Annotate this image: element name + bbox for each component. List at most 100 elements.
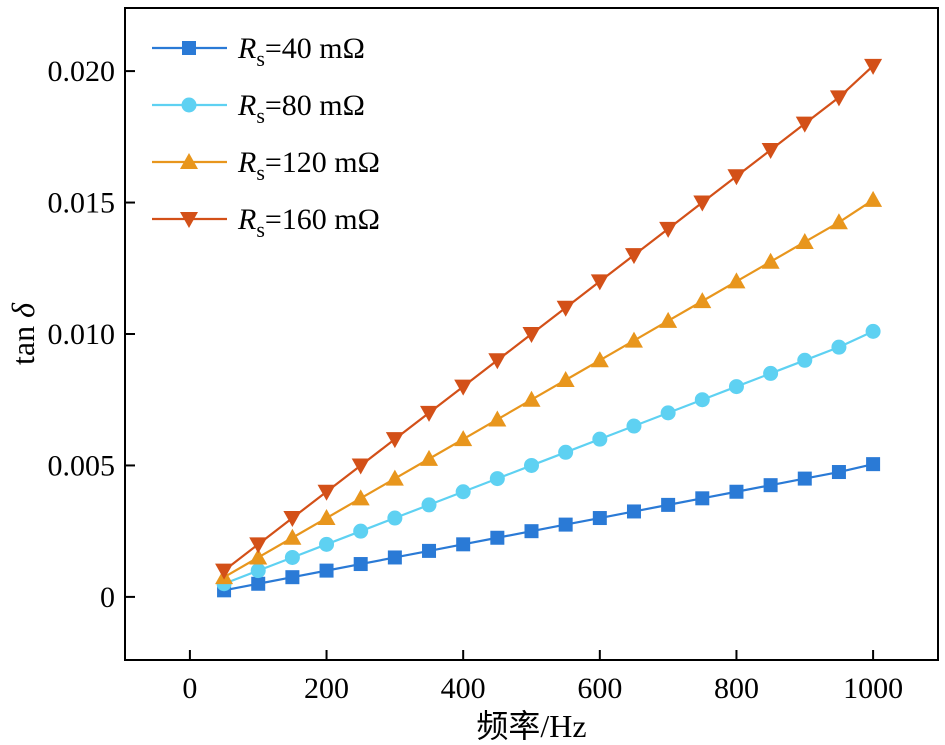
y-axis-label: tan δ xyxy=(5,302,41,365)
data-point xyxy=(831,339,847,355)
y-tick-label: 0.015 xyxy=(48,187,116,220)
data-point xyxy=(385,432,404,449)
data-point xyxy=(422,543,437,558)
y-tick-label: 0 xyxy=(100,581,115,614)
legend-label-value: =80 mΩ xyxy=(265,89,365,122)
legend-label-symbol: R xyxy=(237,146,256,179)
data-point xyxy=(558,517,573,532)
data-point xyxy=(488,353,507,370)
data-point xyxy=(728,379,744,395)
data-point xyxy=(284,549,300,565)
data-point xyxy=(590,351,609,368)
legend-item: Rs=160 mΩ xyxy=(152,203,380,242)
data-point xyxy=(285,570,300,585)
legend-marker xyxy=(180,212,198,228)
x-tick-label: 800 xyxy=(714,672,759,705)
data-point xyxy=(763,365,779,381)
x-tick-label: 0 xyxy=(182,672,197,705)
legend-marker xyxy=(182,41,196,55)
data-point xyxy=(420,405,439,422)
data-point xyxy=(556,371,575,388)
data-point xyxy=(829,213,848,230)
legend-item: Rs=80 mΩ xyxy=(152,89,365,128)
legend-label: Rs=160 mΩ xyxy=(237,203,380,242)
x-tick-label: 600 xyxy=(577,672,622,705)
y-axis-label-prefix: tan xyxy=(5,318,41,365)
data-point xyxy=(660,405,676,421)
axes: 0 200 400 600 800 1000 0 0.005 0.010 0.015 0.020 频率… xyxy=(5,7,939,744)
data-point xyxy=(693,195,712,212)
data-point xyxy=(866,457,881,472)
data-point xyxy=(353,557,368,572)
data-point xyxy=(761,252,780,269)
legend-label-subscript: s xyxy=(256,103,265,128)
data-point xyxy=(590,274,609,291)
data-point xyxy=(283,528,302,545)
data-point xyxy=(695,491,710,506)
data-point xyxy=(421,497,437,513)
series-2 xyxy=(216,323,881,592)
y-axis-label-symbol: δ xyxy=(5,302,41,318)
y-tick-label: 0.010 xyxy=(48,318,116,351)
data-point xyxy=(831,465,846,480)
legend-item: Rs=40 mΩ xyxy=(152,32,365,71)
legend-label-subscript: s xyxy=(256,46,265,71)
x-axis-label: 频率/Hz xyxy=(476,708,586,744)
data-point xyxy=(694,392,710,408)
legend-label-symbol: R xyxy=(237,203,256,236)
data-point xyxy=(456,537,471,552)
x-tick-label: 200 xyxy=(304,672,349,705)
data-point xyxy=(626,504,641,519)
data-point xyxy=(387,550,402,565)
data-point xyxy=(659,311,678,328)
data-point xyxy=(490,530,505,545)
legend-label-subscript: s xyxy=(256,160,265,185)
data-point xyxy=(729,484,744,499)
data-point xyxy=(317,484,336,501)
data-point xyxy=(727,272,746,289)
data-point xyxy=(795,232,814,249)
legend-label-subscript: s xyxy=(256,217,265,242)
legend-label: Rs=40 mΩ xyxy=(237,32,365,71)
data-point xyxy=(865,323,881,339)
data-point xyxy=(385,469,404,486)
data-point xyxy=(624,248,643,265)
data-point xyxy=(659,221,678,238)
x-tick-label: 1000 xyxy=(843,672,903,705)
data-point xyxy=(283,511,302,528)
data-point xyxy=(489,471,505,487)
data-point xyxy=(626,418,642,434)
legend-marker xyxy=(181,97,197,113)
data-point xyxy=(864,58,883,75)
x-tick-label: 400 xyxy=(441,672,486,705)
data-point xyxy=(558,444,574,460)
data-point xyxy=(761,142,780,159)
data-point xyxy=(556,300,575,317)
data-point xyxy=(250,563,266,579)
data-point xyxy=(727,169,746,186)
data-point xyxy=(763,478,778,493)
data-point xyxy=(488,410,507,427)
data-point xyxy=(592,431,608,447)
data-point xyxy=(249,537,268,554)
data-point xyxy=(215,563,234,580)
series-3 xyxy=(215,190,883,585)
legend-item: Rs=120 mΩ xyxy=(152,146,380,185)
series-1 xyxy=(217,457,881,598)
data-point xyxy=(522,327,541,343)
legend-label-value: =160 mΩ xyxy=(265,203,380,236)
data-point xyxy=(353,523,369,539)
data-point xyxy=(351,458,370,475)
data-point xyxy=(351,489,370,506)
data-point xyxy=(454,379,473,396)
legend-label-value: =40 mΩ xyxy=(265,32,365,65)
data-point xyxy=(524,457,539,473)
data-point xyxy=(319,563,334,578)
legend-label-value: =120 mΩ xyxy=(265,146,380,179)
data-point xyxy=(319,536,335,552)
data-point xyxy=(251,576,266,591)
